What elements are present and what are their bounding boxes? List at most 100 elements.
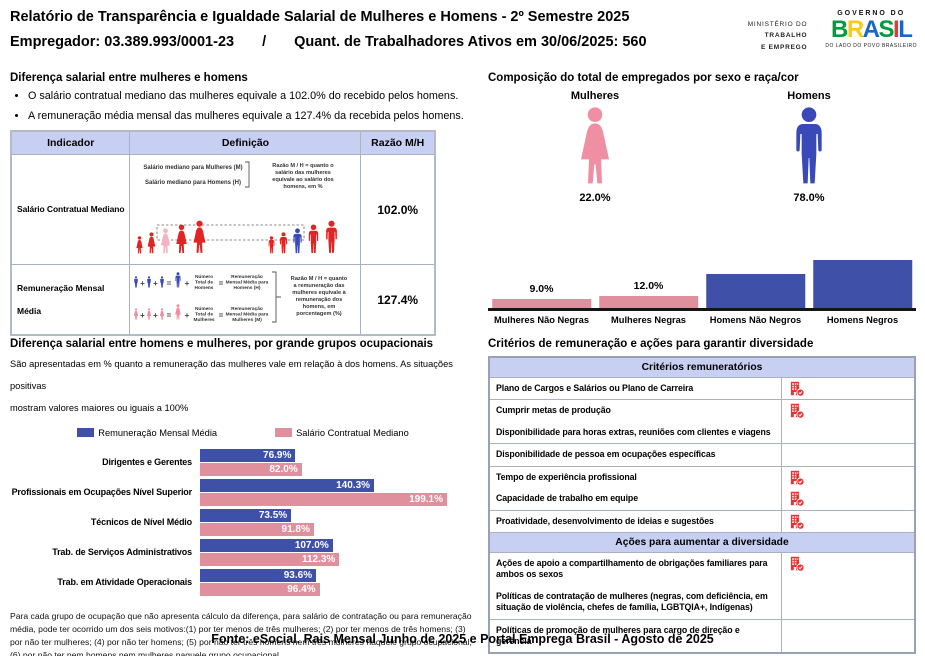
col-header-indicador: Indicador bbox=[10, 130, 131, 155]
section-title: Composição do total de empregados por se… bbox=[488, 72, 799, 84]
criteria-status-cell bbox=[781, 585, 914, 619]
indicator-table: Indicador Definição Razão M/H Salário Co… bbox=[10, 130, 436, 336]
man-figure-icon bbox=[309, 224, 319, 253]
criteria-group-header: Critérios remuneratórios bbox=[490, 358, 914, 378]
composition-bar-label: Homens Negros bbox=[826, 315, 899, 325]
diagram-text: Mulheres (M) bbox=[233, 317, 263, 323]
equals-sign: = bbox=[167, 311, 172, 320]
building-check-icon bbox=[790, 381, 805, 397]
salary-difference-section: Diferença salarial entre mulheres e home… bbox=[10, 72, 472, 336]
occupation-bar-mediano: 112.3% bbox=[200, 552, 340, 566]
criteria-section: Critérios de remuneração e ações para ga… bbox=[488, 338, 916, 655]
occupation-bar-value: 112.3% bbox=[301, 553, 336, 565]
indicator-name: Salário Contratual Mediano bbox=[10, 154, 131, 265]
criteria-label: Disponibilidade de pessoa em ocupações e… bbox=[496, 449, 716, 460]
indicator-name: Remuneração Mensal Média bbox=[10, 264, 131, 336]
occupation-group-row: Dirigentes e Gerentes 76.9% 82.0% bbox=[10, 448, 476, 478]
female-share: Mulheres 22.0% bbox=[488, 90, 702, 204]
composition-bar-value: 9.0% bbox=[529, 283, 554, 295]
occupation-bar-media: 107.0% bbox=[200, 538, 333, 552]
criteria-label: Políticas de contratação de mulheres (ne… bbox=[496, 590, 768, 613]
bullet-average-pay: A remuneração média mensal das mulheres … bbox=[28, 110, 472, 122]
woman-figure-icon bbox=[176, 224, 188, 253]
building-check-icon bbox=[790, 470, 805, 486]
occupation-group-row: Técnicos de Nível Médio 73.5% 91.8% bbox=[10, 508, 476, 538]
man-figure-icon bbox=[134, 276, 139, 288]
gov-logo-top-text: GOVERNO DO bbox=[837, 10, 906, 17]
ratio-value: 127.4% bbox=[360, 264, 436, 336]
occupation-group-label: Trab. em Atividade Operacionais bbox=[57, 576, 192, 587]
criteria-row: Ações de apoio a compartilhamento de obr… bbox=[490, 552, 914, 586]
criteria-status-cell bbox=[781, 400, 914, 422]
criteria-label: Tempo de experiência profissional bbox=[496, 471, 637, 482]
diagram-note: homens, em % bbox=[284, 184, 323, 190]
criteria-row: Disponibilidade para horas extras, reuni… bbox=[490, 421, 914, 445]
diagram-note: porcentagem (%) bbox=[297, 311, 343, 317]
salary-bullets: O salário contratual mediano das mulhere… bbox=[28, 90, 472, 122]
occupation-bar-value: 199.1% bbox=[409, 493, 443, 505]
subtitle-line: mostram valores maiores ou iguais a 100% bbox=[10, 402, 189, 413]
criteria-label: Plano de Cargos e Salários ou Plano de C… bbox=[496, 383, 694, 393]
diagram-text: Homens (H) bbox=[234, 285, 261, 291]
legend-item: Remuneração Mensal Média bbox=[77, 427, 217, 438]
legend-item: Salário Contratual Mediano bbox=[275, 427, 409, 438]
woman-figure-icon bbox=[574, 106, 616, 186]
equals-sign: = bbox=[219, 311, 224, 320]
composition-bar bbox=[705, 274, 806, 308]
criteria-label: Proatividade, desenvolvimento de ideias … bbox=[496, 515, 714, 526]
brasil-letter: I bbox=[893, 16, 900, 43]
occupation-bar-media: 76.9% bbox=[200, 448, 296, 462]
criteria-rows-group1: Plano de Cargos e Salários ou Plano de C… bbox=[490, 378, 914, 532]
section-subtitle: São apresentadas em % quanto a remuneraç… bbox=[10, 354, 476, 420]
male-share: Homens 78.0% bbox=[702, 90, 916, 204]
occupation-bar-media: 73.5% bbox=[200, 508, 292, 522]
diagram-text: Mensal Média para bbox=[226, 312, 269, 318]
median-salary-diagram: Salário mediano para Mulheres (M) Salári… bbox=[136, 161, 338, 254]
diagram-note: remuneração dos bbox=[296, 297, 343, 303]
employer-line: Empregador: 03.389.993/0001-23 / Quant. … bbox=[10, 34, 647, 50]
criteria-row: Plano de Cargos e Salários ou Plano de C… bbox=[490, 378, 914, 401]
occupation-bar-value: 82.0% bbox=[269, 463, 298, 475]
criteria-row: Disponibilidade de pessoa em ocupações e… bbox=[490, 444, 914, 467]
diagram-note: equivale ao salário dos bbox=[273, 177, 335, 183]
occupation-bar-mediano: 91.8% bbox=[200, 522, 314, 536]
woman-figure-icon bbox=[136, 236, 144, 254]
criteria-status-cell bbox=[781, 488, 914, 510]
criteria-label: Ações de apoio a compartilhamento de obr… bbox=[496, 557, 768, 580]
col-header-razao: Razão M/H bbox=[360, 130, 436, 155]
table-row: Salário Contratual Mediano Salário media… bbox=[10, 154, 436, 265]
criteria-status-cell bbox=[781, 619, 914, 653]
section-title: Critérios de remuneração e ações para ga… bbox=[488, 338, 814, 350]
ratio-value: 102.0% bbox=[360, 154, 436, 265]
criteria-status-cell bbox=[781, 378, 914, 400]
diagram-men-line: Salário mediano para Homens (H) bbox=[145, 180, 241, 186]
diagram-text: Total de bbox=[195, 280, 213, 286]
occupation-group-row: Profissionais em Ocupações Nível Superio… bbox=[10, 478, 476, 508]
page-title: Relatório de Transparência e Igualdade S… bbox=[10, 9, 630, 25]
criteria-status-cell bbox=[781, 444, 914, 466]
equals-sign: = bbox=[219, 279, 224, 288]
ministry-line: MINISTÉRIO DO bbox=[747, 21, 808, 28]
occupation-bar-value: 96.4% bbox=[287, 583, 316, 595]
criteria-status-cell bbox=[781, 510, 914, 532]
composition-bar bbox=[491, 299, 592, 308]
diagram-text: Número bbox=[195, 306, 213, 312]
legend-label: Salário Contratual Mediano bbox=[296, 427, 409, 438]
occupation-group-bars: 140.3% 199.1% bbox=[200, 478, 447, 507]
diagram-note: a remuneração das bbox=[294, 283, 345, 289]
gov-branding: MINISTÉRIO DO TRABALHO E EMPREGO GOVERNO… bbox=[748, 6, 917, 53]
male-label: Homens bbox=[787, 90, 831, 102]
plus-sign: + bbox=[185, 311, 190, 320]
woman-figure-icon bbox=[194, 220, 206, 253]
active-workers: Quant. de Trabalhadores Ativos em 30/06/… bbox=[294, 34, 647, 50]
building-check-icon bbox=[790, 514, 805, 530]
diagram-text: Total de bbox=[195, 312, 213, 318]
diagram-text: Remuneração bbox=[232, 306, 264, 312]
brasil-letter: B bbox=[830, 16, 848, 43]
occupation-bar-mediano: 82.0% bbox=[200, 462, 302, 476]
report-header: Relatório de Transparência e Igualdade S… bbox=[10, 6, 917, 53]
indicator-definition: Salário mediano para Mulheres (M) Salári… bbox=[129, 154, 362, 265]
employer-id: Empregador: 03.389.993/0001-23 bbox=[10, 34, 235, 50]
race-sex-bar-chart: 9.0%12.0%33.0%46.0% Mulheres Não NegrasM… bbox=[488, 256, 916, 325]
criteria-row: Proatividade, desenvolvimento de ideias … bbox=[490, 510, 914, 532]
